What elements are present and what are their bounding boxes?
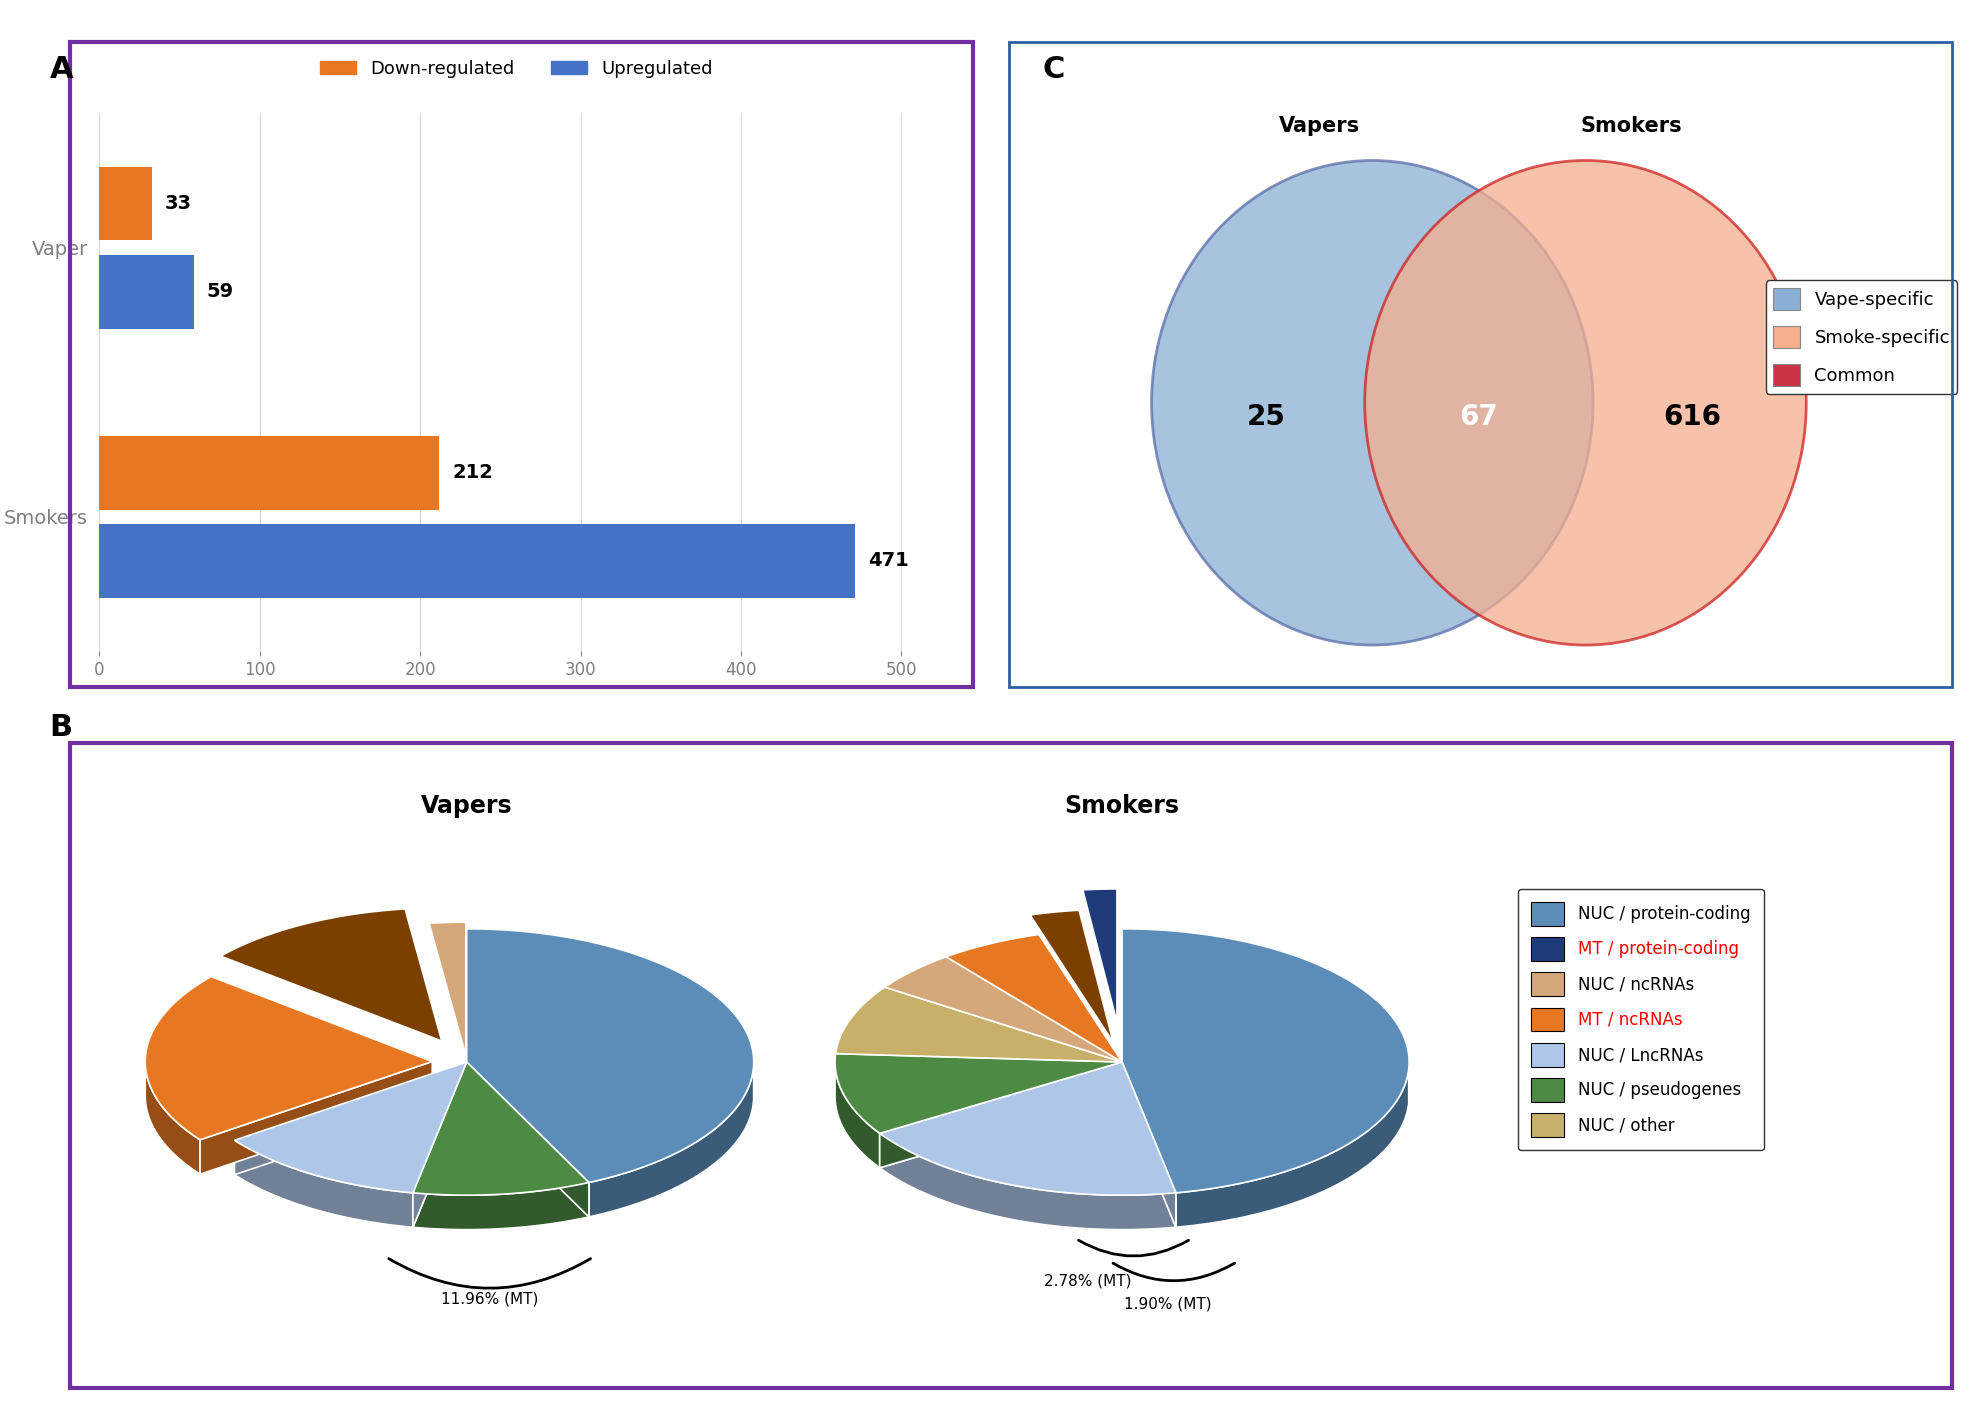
Bar bbox=[99, 524, 854, 598]
Polygon shape bbox=[945, 935, 1122, 1062]
Polygon shape bbox=[413, 1062, 467, 1228]
Polygon shape bbox=[220, 909, 441, 1041]
Bar bbox=[99, 255, 195, 329]
Legend: Down-regulated, Upregulated: Down-regulated, Upregulated bbox=[312, 52, 721, 85]
Text: 1.90% (MT): 1.90% (MT) bbox=[1124, 1296, 1211, 1311]
Text: 212: 212 bbox=[453, 463, 493, 483]
Ellipse shape bbox=[1364, 160, 1805, 646]
Polygon shape bbox=[836, 987, 1122, 1062]
Polygon shape bbox=[413, 1062, 467, 1228]
Polygon shape bbox=[234, 1140, 413, 1228]
Text: C: C bbox=[1043, 55, 1064, 84]
Polygon shape bbox=[880, 1133, 1176, 1229]
Text: 2.78% (MT): 2.78% (MT) bbox=[1045, 1273, 1132, 1289]
Polygon shape bbox=[1122, 1062, 1176, 1228]
Polygon shape bbox=[234, 1062, 467, 1175]
Title: Vapers: Vapers bbox=[421, 793, 512, 817]
Polygon shape bbox=[1176, 1069, 1408, 1228]
Text: B: B bbox=[50, 714, 73, 742]
Polygon shape bbox=[467, 1062, 590, 1216]
Polygon shape bbox=[234, 1062, 467, 1192]
Polygon shape bbox=[590, 1066, 753, 1216]
Text: 67: 67 bbox=[1460, 402, 1497, 430]
Text: 59: 59 bbox=[207, 282, 234, 302]
Ellipse shape bbox=[1152, 160, 1593, 646]
Bar bbox=[99, 436, 439, 510]
Polygon shape bbox=[201, 1062, 433, 1174]
Polygon shape bbox=[1031, 910, 1114, 1042]
Title: Smokers: Smokers bbox=[1064, 793, 1180, 817]
Text: 25: 25 bbox=[1247, 402, 1285, 430]
Polygon shape bbox=[834, 1062, 880, 1168]
Polygon shape bbox=[880, 1062, 1122, 1168]
Polygon shape bbox=[1122, 929, 1410, 1192]
Polygon shape bbox=[413, 1182, 590, 1229]
Text: A: A bbox=[50, 55, 73, 84]
Polygon shape bbox=[880, 1062, 1122, 1168]
Text: Vapers: Vapers bbox=[1279, 116, 1360, 136]
Polygon shape bbox=[1122, 1062, 1176, 1228]
Text: 33: 33 bbox=[165, 194, 193, 214]
Polygon shape bbox=[1082, 889, 1116, 1022]
Polygon shape bbox=[884, 957, 1122, 1062]
Text: Smokers: Smokers bbox=[1581, 116, 1682, 136]
Polygon shape bbox=[145, 977, 433, 1140]
Text: 616: 616 bbox=[1662, 402, 1722, 430]
Text: 11.96% (MT): 11.96% (MT) bbox=[441, 1291, 538, 1307]
Bar bbox=[99, 167, 153, 241]
Text: 471: 471 bbox=[868, 551, 908, 571]
Polygon shape bbox=[834, 1054, 1122, 1133]
Polygon shape bbox=[467, 1062, 590, 1216]
Legend: Vape-specific, Smoke-specific, Common: Vape-specific, Smoke-specific, Common bbox=[1766, 280, 1956, 394]
Legend: NUC / protein-coding, MT / protein-coding, NUC / ncRNAs, MT / ncRNAs, NUC / LncR: NUC / protein-coding, MT / protein-codin… bbox=[1517, 889, 1764, 1150]
Polygon shape bbox=[467, 929, 755, 1182]
Polygon shape bbox=[880, 1062, 1176, 1195]
Polygon shape bbox=[145, 1062, 201, 1174]
Polygon shape bbox=[429, 922, 467, 1055]
Polygon shape bbox=[413, 1062, 590, 1195]
